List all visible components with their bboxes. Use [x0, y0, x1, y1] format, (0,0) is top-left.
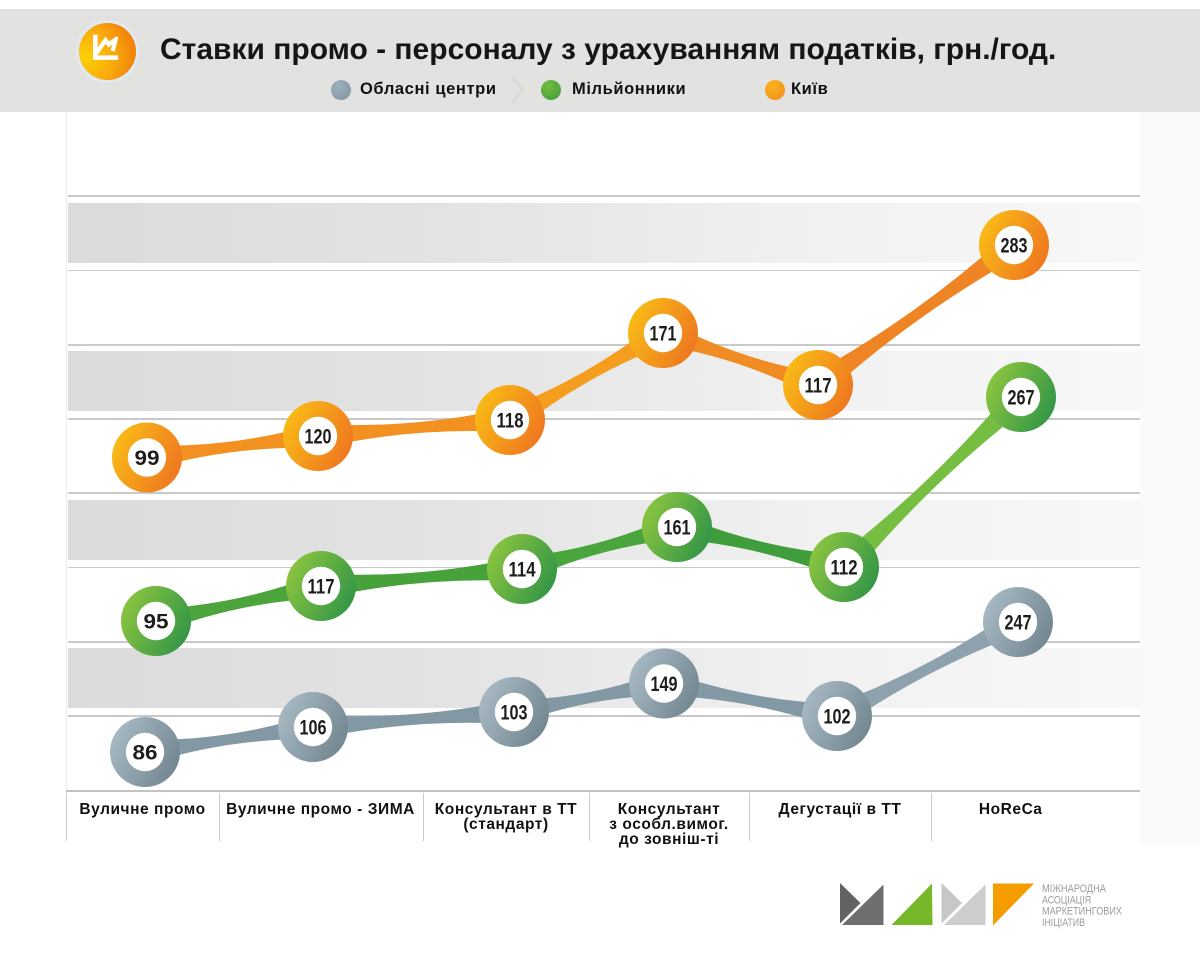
svg-text:247: 247 [1005, 611, 1032, 635]
svg-text:117: 117 [308, 575, 335, 599]
svg-text:114: 114 [509, 558, 536, 582]
svg-text:МАРКЕТИНГОВИХ: МАРКЕТИНГОВИХ [1042, 906, 1122, 918]
svg-text:АСОЦІАЦІЯ: АСОЦІАЦІЯ [1042, 894, 1091, 906]
svg-text:112: 112 [831, 556, 858, 580]
svg-text:149: 149 [651, 672, 678, 696]
svg-text:95: 95 [144, 610, 169, 634]
svg-text:МІЖНАРОДНА: МІЖНАРОДНА [1042, 883, 1107, 895]
svg-text:283: 283 [1001, 234, 1028, 258]
svg-text:ІНІЦІАТИВ: ІНІЦІАТИВ [1042, 917, 1085, 929]
svg-text:102: 102 [824, 705, 851, 729]
svg-text:103: 103 [501, 701, 528, 725]
svg-text:267: 267 [1008, 386, 1035, 410]
svg-text:161: 161 [664, 516, 691, 540]
svg-text:117: 117 [805, 374, 832, 398]
svg-text:106: 106 [300, 716, 327, 740]
svg-text:86: 86 [133, 741, 158, 765]
svg-text:171: 171 [650, 322, 677, 346]
svg-text:99: 99 [135, 446, 160, 470]
svg-text:118: 118 [497, 409, 524, 433]
svg-text:120: 120 [305, 425, 332, 449]
